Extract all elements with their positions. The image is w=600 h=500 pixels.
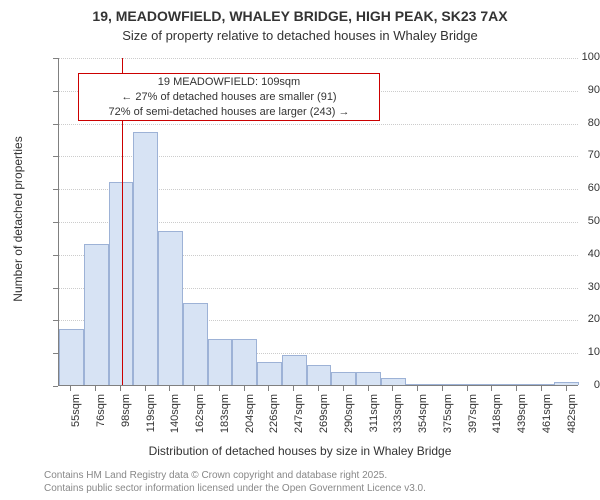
x-tick-label: 482sqm [566, 394, 578, 434]
y-tick-mark [53, 386, 58, 387]
footer-line1: Contains HM Land Registry data © Crown c… [44, 470, 387, 481]
x-tick-label: 354sqm [417, 394, 429, 434]
y-axis-label: Number of detached properties [11, 55, 25, 383]
x-tick-mark [169, 386, 170, 391]
bar [480, 384, 505, 385]
x-tick-mark [491, 386, 492, 391]
annotation-line2: ← 27% of detached houses are smaller (91… [79, 90, 379, 105]
x-axis-label: Distribution of detached houses by size … [0, 444, 600, 458]
x-tick-mark [194, 386, 195, 391]
x-tick-mark [219, 386, 220, 391]
annotation-box: 19 MEADOWFIELD: 109sqm ← 27% of detached… [78, 73, 380, 121]
x-tick-label: 55sqm [70, 394, 82, 434]
x-tick-label: 119sqm [145, 394, 157, 434]
x-tick-mark [145, 386, 146, 391]
bar [282, 355, 307, 385]
x-tick-mark [442, 386, 443, 391]
x-tick-label: 418sqm [491, 394, 503, 434]
annotation-line3: 72% of semi-detached houses are larger (… [79, 105, 379, 120]
bar [455, 384, 480, 385]
x-tick-mark [244, 386, 245, 391]
bar [331, 372, 356, 385]
bar [208, 339, 233, 385]
x-tick-label: 247sqm [293, 394, 305, 434]
bar [406, 384, 431, 385]
x-tick-mark [95, 386, 96, 391]
x-tick-label: 333sqm [392, 394, 404, 434]
chart-title-line1: 19, MEADOWFIELD, WHALEY BRIDGE, HIGH PEA… [0, 8, 600, 24]
bar [554, 382, 579, 385]
chart-title-line2: Size of property relative to detached ho… [0, 28, 600, 43]
x-tick-label: 226sqm [268, 394, 280, 434]
gridline [59, 124, 578, 125]
bar [430, 384, 455, 385]
x-tick-label: 140sqm [169, 394, 181, 434]
x-tick-mark [566, 386, 567, 391]
bar [59, 329, 84, 385]
bar [158, 231, 183, 385]
bar [183, 303, 208, 385]
annotation-line1: 19 MEADOWFIELD: 109sqm [79, 75, 379, 90]
bar [84, 244, 109, 385]
x-tick-mark [368, 386, 369, 391]
x-tick-label: 397sqm [467, 394, 479, 434]
bar [109, 182, 134, 385]
x-tick-mark [467, 386, 468, 391]
chart-container: 19, MEADOWFIELD, WHALEY BRIDGE, HIGH PEA… [0, 0, 600, 500]
bar [307, 365, 332, 385]
x-tick-label: 76sqm [95, 394, 107, 434]
bar [381, 378, 406, 385]
x-tick-mark [293, 386, 294, 391]
x-tick-label: 439sqm [516, 394, 528, 434]
x-tick-label: 162sqm [194, 394, 206, 434]
x-tick-label: 461sqm [541, 394, 553, 434]
x-tick-mark [392, 386, 393, 391]
bar [257, 362, 282, 385]
x-tick-label: 98sqm [120, 394, 132, 434]
x-tick-mark [417, 386, 418, 391]
x-tick-label: 311sqm [368, 394, 380, 434]
x-tick-label: 183sqm [219, 394, 231, 434]
x-tick-label: 375sqm [442, 394, 454, 434]
bar [505, 384, 530, 385]
x-tick-mark [541, 386, 542, 391]
x-tick-label: 269sqm [318, 394, 330, 434]
x-tick-mark [70, 386, 71, 391]
x-tick-mark [120, 386, 121, 391]
x-tick-mark [318, 386, 319, 391]
gridline [59, 58, 578, 59]
bar [232, 339, 257, 385]
bar [356, 372, 381, 385]
x-tick-mark [268, 386, 269, 391]
bar [133, 132, 158, 385]
x-tick-label: 290sqm [343, 394, 355, 434]
footer-line2: Contains public sector information licen… [44, 483, 426, 494]
x-tick-label: 204sqm [244, 394, 256, 434]
x-tick-mark [343, 386, 344, 391]
x-tick-mark [516, 386, 517, 391]
bar [529, 384, 554, 385]
